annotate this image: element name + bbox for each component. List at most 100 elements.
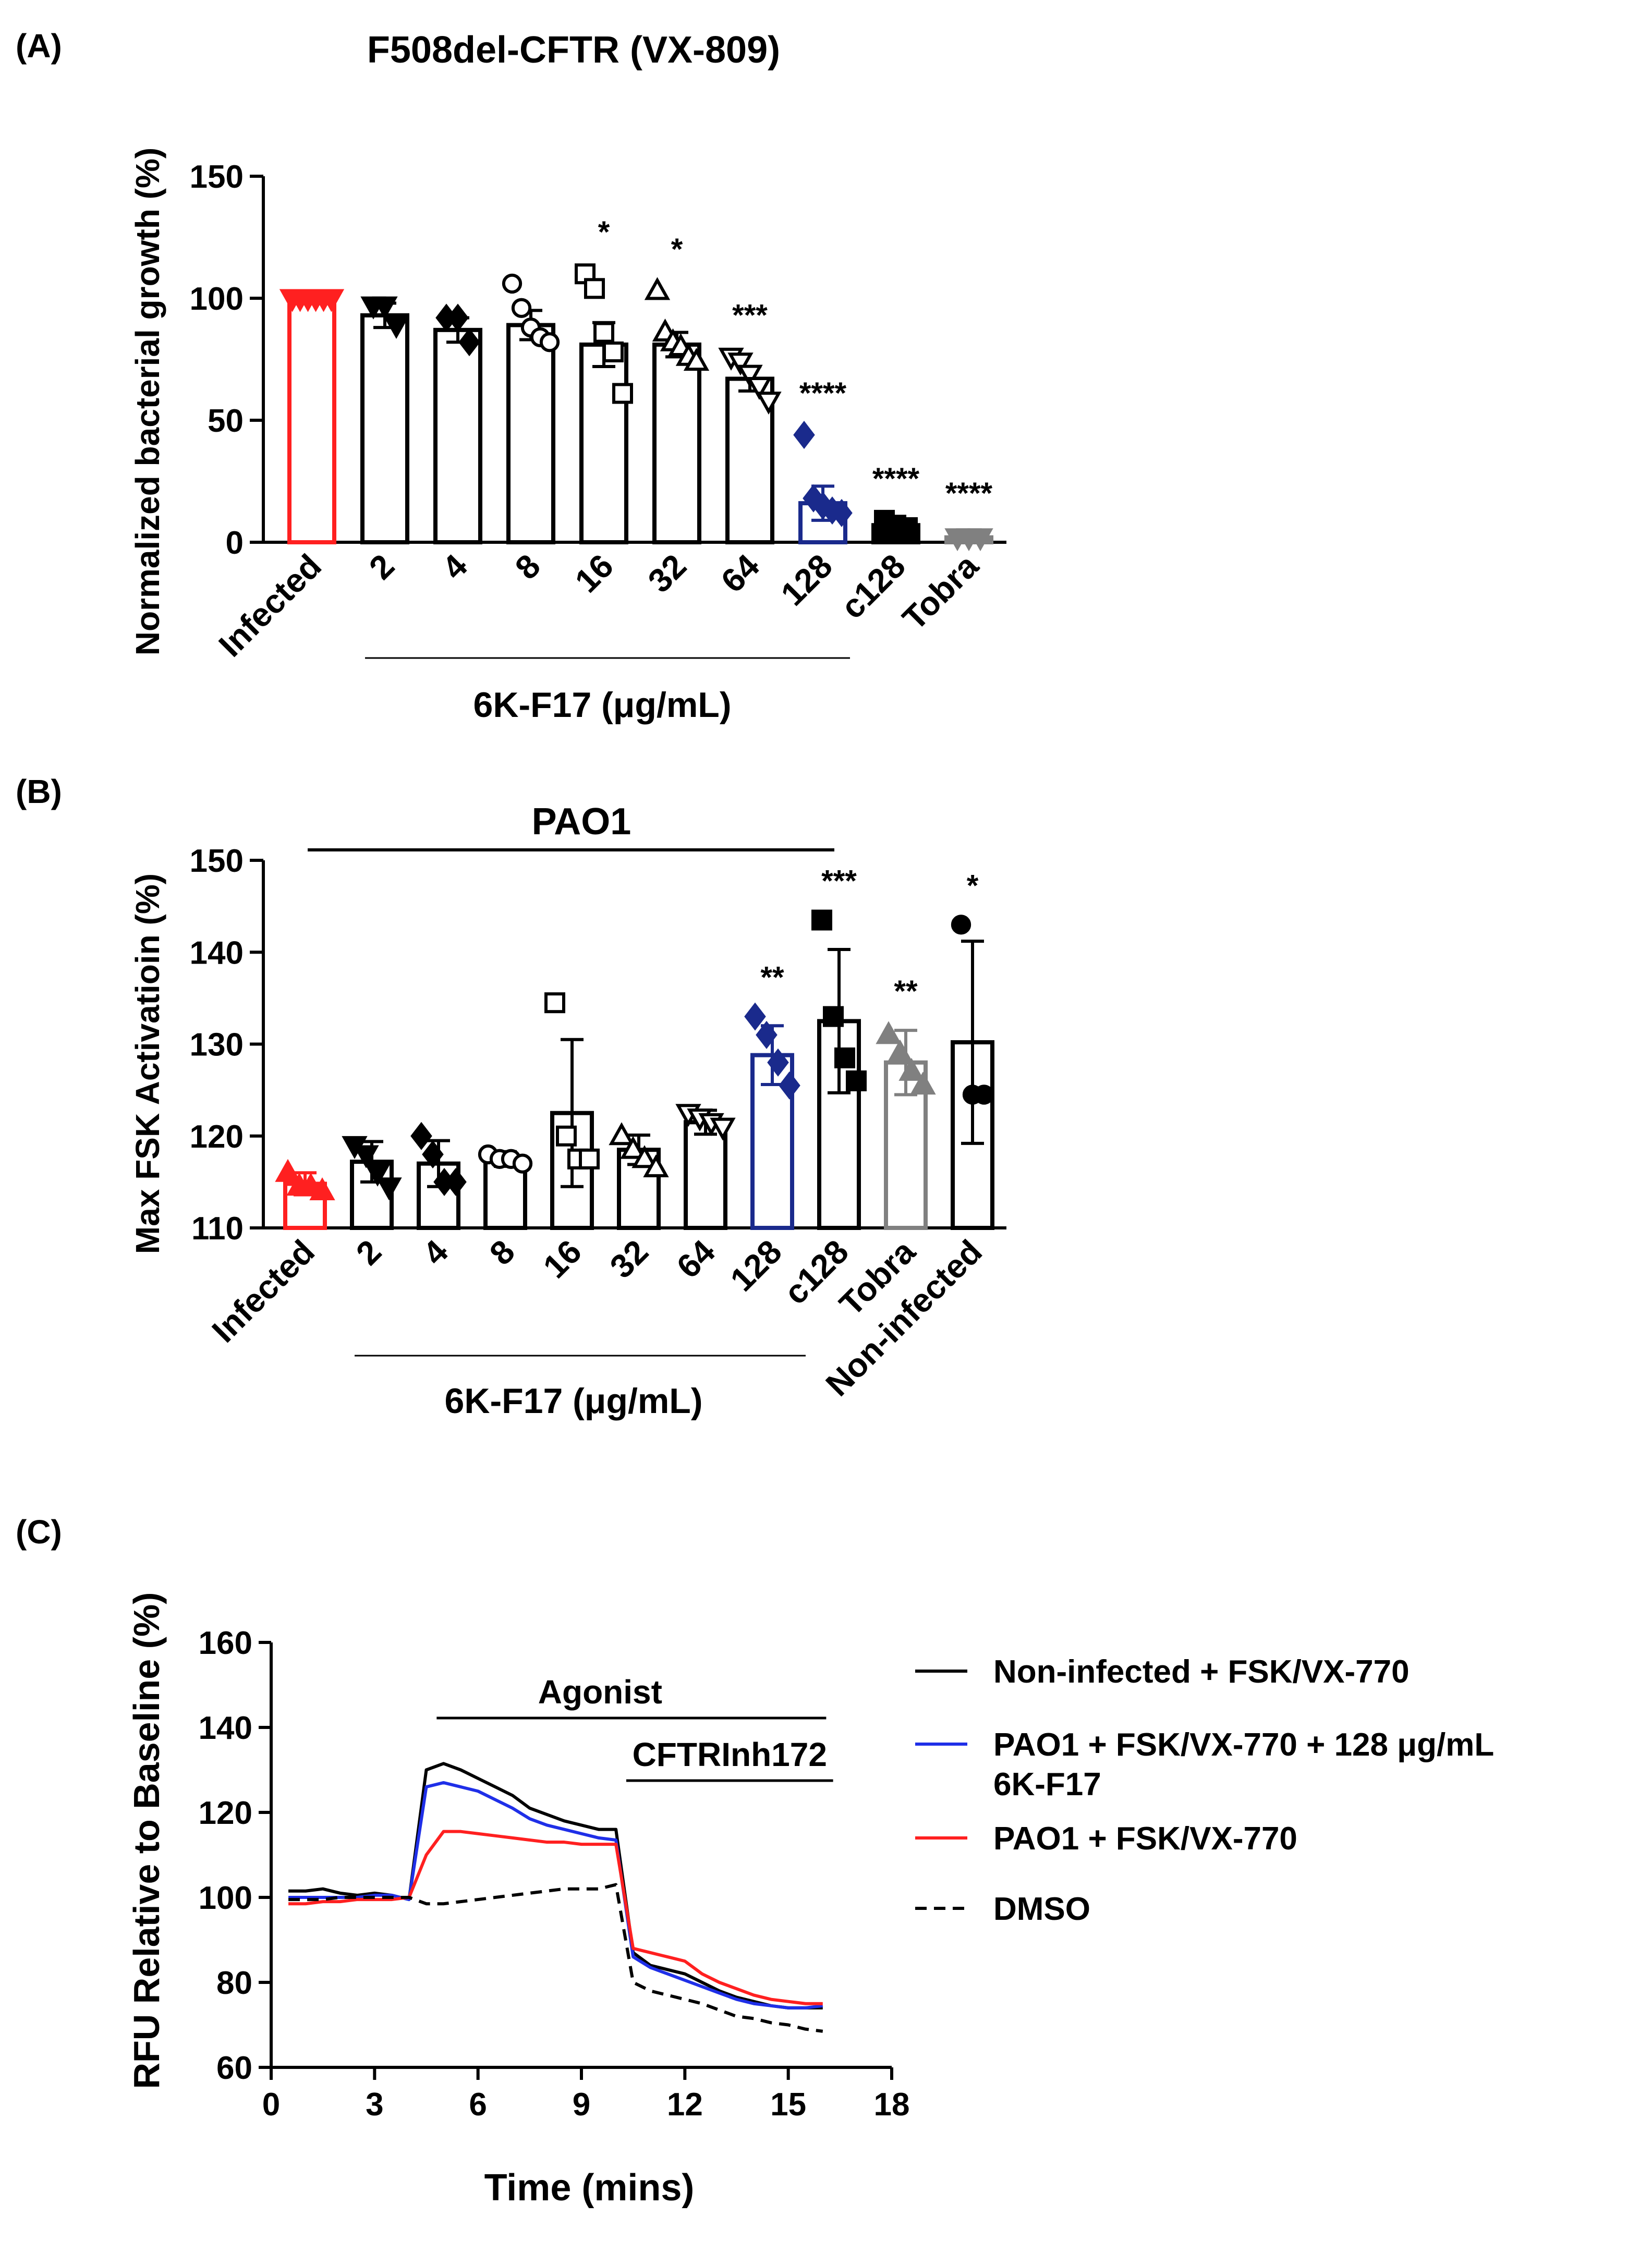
- b-significance: *: [967, 869, 979, 903]
- a-data-point: [447, 303, 469, 332]
- b-data-point: [834, 1047, 855, 1068]
- b-data-point: [744, 1002, 766, 1031]
- c-x-tick-label: 12: [667, 2087, 703, 2123]
- c-y-tick-label: 60: [216, 2050, 252, 2086]
- a-category-label: 2: [362, 547, 402, 587]
- c-x-tick-label: 18: [874, 2087, 910, 2123]
- b-data-point: [767, 1048, 789, 1077]
- b-data-point: [410, 1122, 432, 1150]
- a-category-label: 32: [641, 547, 694, 600]
- c-annotation-label: CFTRInh172: [633, 1736, 827, 1773]
- panel-c-chart: 60 80 100 120 140 160 0 3 6 9 12 15 18 Agonist CFTRInh…: [199, 1625, 1495, 2123]
- c-x-tick-label: 3: [366, 2087, 383, 2123]
- a-bar: [506, 323, 555, 544]
- b-data-point: [376, 1177, 402, 1201]
- b-data-point: [275, 1159, 301, 1182]
- b-data-point: [556, 1125, 577, 1147]
- c-y-tick-label: 80: [216, 1965, 252, 2001]
- c-series-line: [288, 1781, 823, 2009]
- b-data-point: [353, 1145, 379, 1168]
- b-y-tick-label: 110: [191, 1211, 244, 1247]
- b-y-tick-label: 120: [190, 1119, 244, 1155]
- a-significance: ****: [799, 376, 847, 410]
- b-data-point: [445, 1167, 467, 1196]
- b-data-point: [779, 1071, 800, 1100]
- a-data-point: [458, 328, 480, 357]
- b-category-label: 32: [603, 1233, 655, 1285]
- a-data-point: [746, 377, 772, 400]
- b-y-tick-label: 150: [190, 843, 244, 879]
- a-data-point: [683, 348, 710, 371]
- b-data-point: [710, 1117, 736, 1141]
- b-significance: **: [894, 975, 918, 1008]
- c-series-line: [288, 1830, 823, 2005]
- c-legend-label: Non-infected + FSK/VX-770: [993, 1654, 1410, 1690]
- b-data-point: [974, 1085, 994, 1105]
- a-bar: [579, 342, 628, 544]
- a-category-label: 64: [714, 547, 767, 600]
- panel-a-label: (A): [16, 27, 62, 65]
- a-significance: ***: [732, 298, 768, 332]
- b-data-point: [309, 1177, 335, 1200]
- a-category-label: Tobra: [895, 547, 986, 638]
- b-category-label: 2: [349, 1233, 388, 1272]
- b-data-point: [512, 1153, 533, 1174]
- b-category-label: 4: [416, 1233, 455, 1272]
- panel-b-ylabel: Max FSK Activatioin (%): [129, 873, 166, 1254]
- b-data-point: [422, 1140, 444, 1169]
- b-significance: ***: [821, 864, 857, 898]
- b-data-point: [811, 909, 832, 931]
- a-y-tick-label: 150: [190, 159, 244, 195]
- panel-a-chart: 0 50 100 150 Infected 2 4 8 * 16 * 32 *** 64 **** 128 **…: [190, 159, 1006, 664]
- b-bar: [684, 1120, 727, 1230]
- b-data-point: [365, 1163, 391, 1187]
- b-category-label: 16: [536, 1233, 589, 1285]
- c-legend-label: PAO1 + FSK/VX-770: [993, 1821, 1297, 1857]
- a-category-label: 8: [508, 547, 548, 587]
- b-data-point: [910, 1071, 936, 1095]
- b-data-point: [823, 1006, 844, 1027]
- panel-b-title: PAO1: [532, 801, 631, 843]
- b-data-point: [756, 1020, 778, 1049]
- c-x-tick-label: 0: [262, 2087, 280, 2123]
- c-series-line: [288, 1762, 823, 2009]
- panel-a-group-label: 6K-F17 (μg/mL): [473, 685, 732, 725]
- a-data-point: [644, 277, 671, 300]
- a-data-point: [593, 322, 614, 343]
- a-data-point: [502, 273, 523, 294]
- b-data-point: [609, 1122, 635, 1146]
- c-y-tick-label: 100: [199, 1880, 252, 1916]
- a-category-label: Infected: [211, 547, 328, 664]
- b-data-point: [876, 1021, 902, 1044]
- c-x-tick-label: 9: [573, 2087, 590, 2123]
- a-data-point: [831, 498, 853, 527]
- b-data-point: [620, 1136, 646, 1159]
- panel-a-ylabel: Normalized bacterial growth (%): [129, 148, 166, 655]
- c-annotation-label: Agonist: [538, 1673, 662, 1711]
- a-significance: ****: [872, 462, 920, 496]
- a-significance: *: [598, 215, 610, 249]
- c-legend-label: DMSO: [993, 1891, 1090, 1927]
- c-series-line: [288, 1883, 823, 2033]
- b-data-point: [643, 1154, 669, 1177]
- a-y-tick-label: 50: [208, 403, 244, 439]
- a-significance: *: [671, 233, 683, 266]
- b-data-point: [846, 1070, 867, 1091]
- b-data-point: [887, 1039, 913, 1063]
- a-category-label: 4: [435, 547, 475, 587]
- a-data-point: [539, 332, 560, 352]
- c-x-tick-label: 6: [469, 2087, 487, 2123]
- a-significance: ****: [945, 477, 993, 510]
- a-bar: [360, 313, 409, 544]
- panel-b-label: (B): [16, 773, 62, 810]
- panel-c-xlabel: Time (mins): [484, 2167, 695, 2209]
- a-data-point: [967, 528, 993, 552]
- b-data-point: [579, 1148, 600, 1170]
- a-data-point: [318, 289, 345, 312]
- a-data-point: [603, 341, 624, 362]
- b-data-point: [951, 915, 971, 935]
- a-data-point: [727, 352, 754, 376]
- b-y-tick-label: 140: [190, 935, 244, 971]
